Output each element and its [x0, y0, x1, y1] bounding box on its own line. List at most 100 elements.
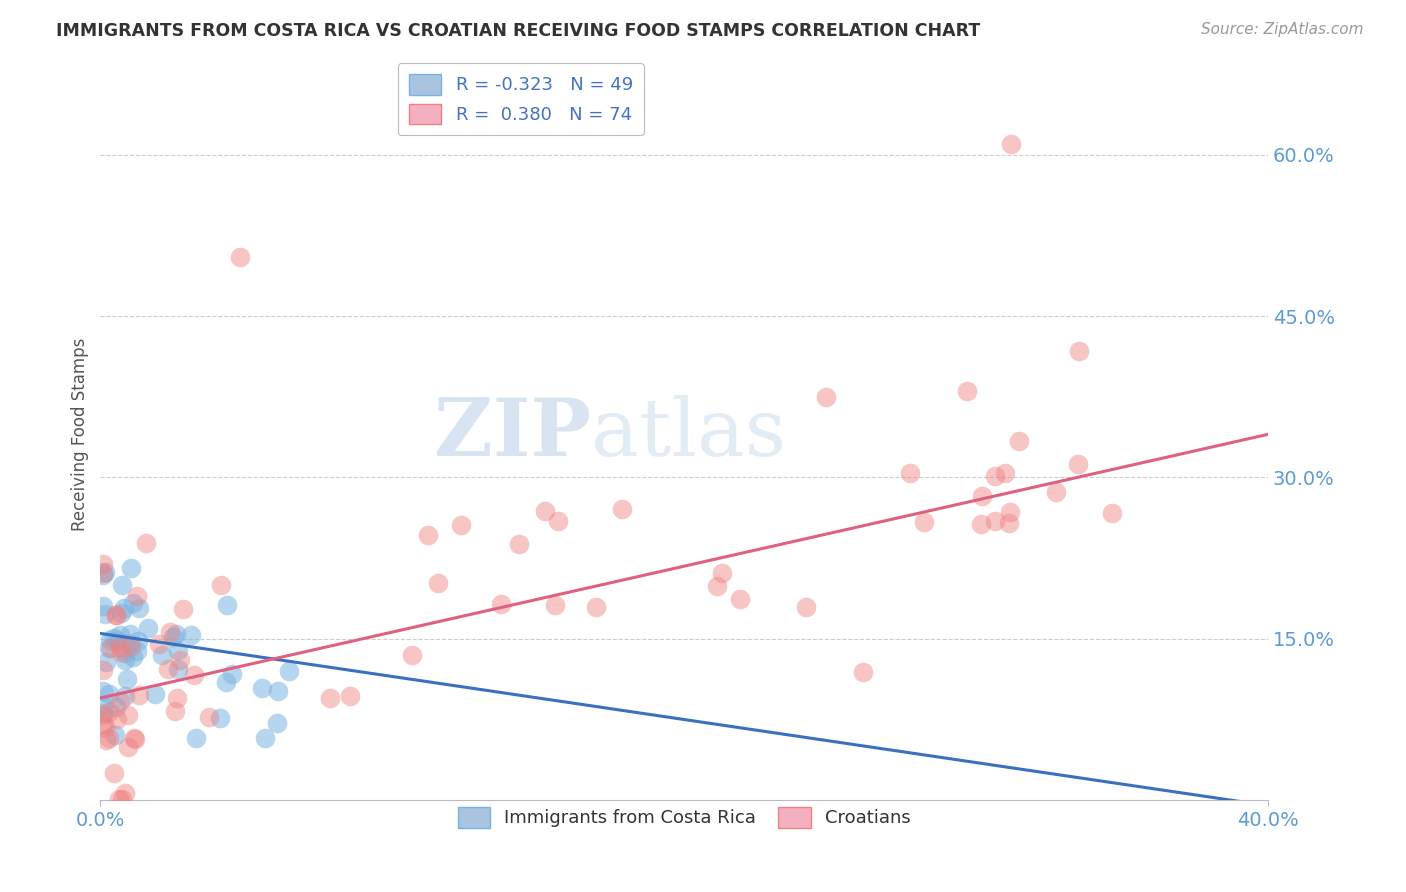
- Point: [117, 707, 139, 722]
- Point: [852, 665, 875, 679]
- Point: [508, 536, 530, 550]
- Point: [1000, 136, 1022, 151]
- Point: [252, 681, 274, 696]
- Point: [794, 600, 817, 615]
- Point: [97, 640, 120, 655]
- Point: [998, 516, 1021, 531]
- Point: [339, 690, 361, 704]
- Point: [159, 624, 181, 639]
- Point: [998, 505, 1021, 519]
- Point: [104, 607, 127, 622]
- Point: [105, 712, 128, 726]
- Point: [215, 674, 238, 689]
- Point: [143, 687, 166, 701]
- Point: [208, 711, 231, 725]
- Point: [162, 631, 184, 645]
- Point: [93, 717, 115, 731]
- Point: [427, 575, 450, 590]
- Point: [98, 633, 121, 648]
- Text: ZIP: ZIP: [433, 395, 591, 474]
- Point: [167, 662, 190, 676]
- Point: [121, 596, 143, 610]
- Text: IMMIGRANTS FROM COSTA RICA VS CROATIAN RECEIVING FOOD STAMPS CORRELATION CHART: IMMIGRANTS FROM COSTA RICA VS CROATIAN R…: [56, 22, 980, 40]
- Point: [970, 489, 993, 503]
- Point: [814, 391, 837, 405]
- Point: [610, 502, 633, 516]
- Point: [278, 664, 301, 678]
- Point: [121, 649, 143, 664]
- Point: [1069, 344, 1091, 359]
- Point: [117, 739, 139, 754]
- Point: [266, 715, 288, 730]
- Point: [956, 384, 979, 398]
- Point: [108, 640, 131, 654]
- Point: [122, 731, 145, 746]
- Point: [114, 646, 136, 660]
- Point: [450, 517, 472, 532]
- Point: [544, 598, 567, 612]
- Point: [547, 514, 569, 528]
- Point: [91, 566, 114, 581]
- Point: [100, 641, 122, 656]
- Point: [163, 704, 186, 718]
- Point: [94, 607, 117, 621]
- Point: [172, 602, 194, 616]
- Point: [127, 633, 149, 648]
- Point: [94, 655, 117, 669]
- Point: [120, 637, 142, 651]
- Text: Source: ZipAtlas.com: Source: ZipAtlas.com: [1201, 22, 1364, 37]
- Point: [1101, 506, 1123, 520]
- Point: [898, 466, 921, 480]
- Point: [98, 705, 121, 719]
- Point: [156, 662, 179, 676]
- Point: [183, 668, 205, 682]
- Point: [128, 688, 150, 702]
- Point: [135, 535, 157, 549]
- Point: [91, 599, 114, 613]
- Point: [150, 648, 173, 663]
- Point: [1067, 458, 1090, 472]
- Point: [318, 691, 340, 706]
- Point: [94, 733, 117, 747]
- Point: [125, 643, 148, 657]
- Point: [167, 643, 190, 657]
- Point: [984, 468, 1007, 483]
- Point: [209, 578, 232, 592]
- Y-axis label: Receiving Food Stamps: Receiving Food Stamps: [72, 338, 89, 531]
- Point: [91, 698, 114, 713]
- Legend: Immigrants from Costa Rica, Croatians: Immigrants from Costa Rica, Croatians: [450, 800, 918, 835]
- Point: [114, 689, 136, 703]
- Point: [91, 567, 114, 582]
- Point: [138, 621, 160, 635]
- Point: [104, 728, 127, 742]
- Point: [969, 517, 991, 532]
- Point: [416, 528, 439, 542]
- Point: [107, 634, 129, 648]
- Point: [186, 731, 208, 746]
- Point: [401, 648, 423, 662]
- Point: [91, 707, 114, 722]
- Point: [93, 566, 115, 580]
- Point: [585, 599, 607, 614]
- Point: [103, 766, 125, 780]
- Point: [1008, 434, 1031, 448]
- Point: [198, 710, 221, 724]
- Point: [165, 627, 187, 641]
- Point: [118, 627, 141, 641]
- Point: [105, 608, 128, 623]
- Point: [124, 732, 146, 747]
- Point: [110, 792, 132, 806]
- Point: [148, 636, 170, 650]
- Point: [114, 786, 136, 800]
- Point: [912, 515, 935, 529]
- Point: [108, 627, 131, 641]
- Point: [1045, 485, 1067, 500]
- Point: [120, 560, 142, 574]
- Point: [110, 607, 132, 621]
- Point: [711, 566, 734, 581]
- Point: [215, 598, 238, 612]
- Point: [112, 601, 135, 615]
- Point: [533, 503, 555, 517]
- Point: [115, 672, 138, 686]
- Point: [489, 598, 512, 612]
